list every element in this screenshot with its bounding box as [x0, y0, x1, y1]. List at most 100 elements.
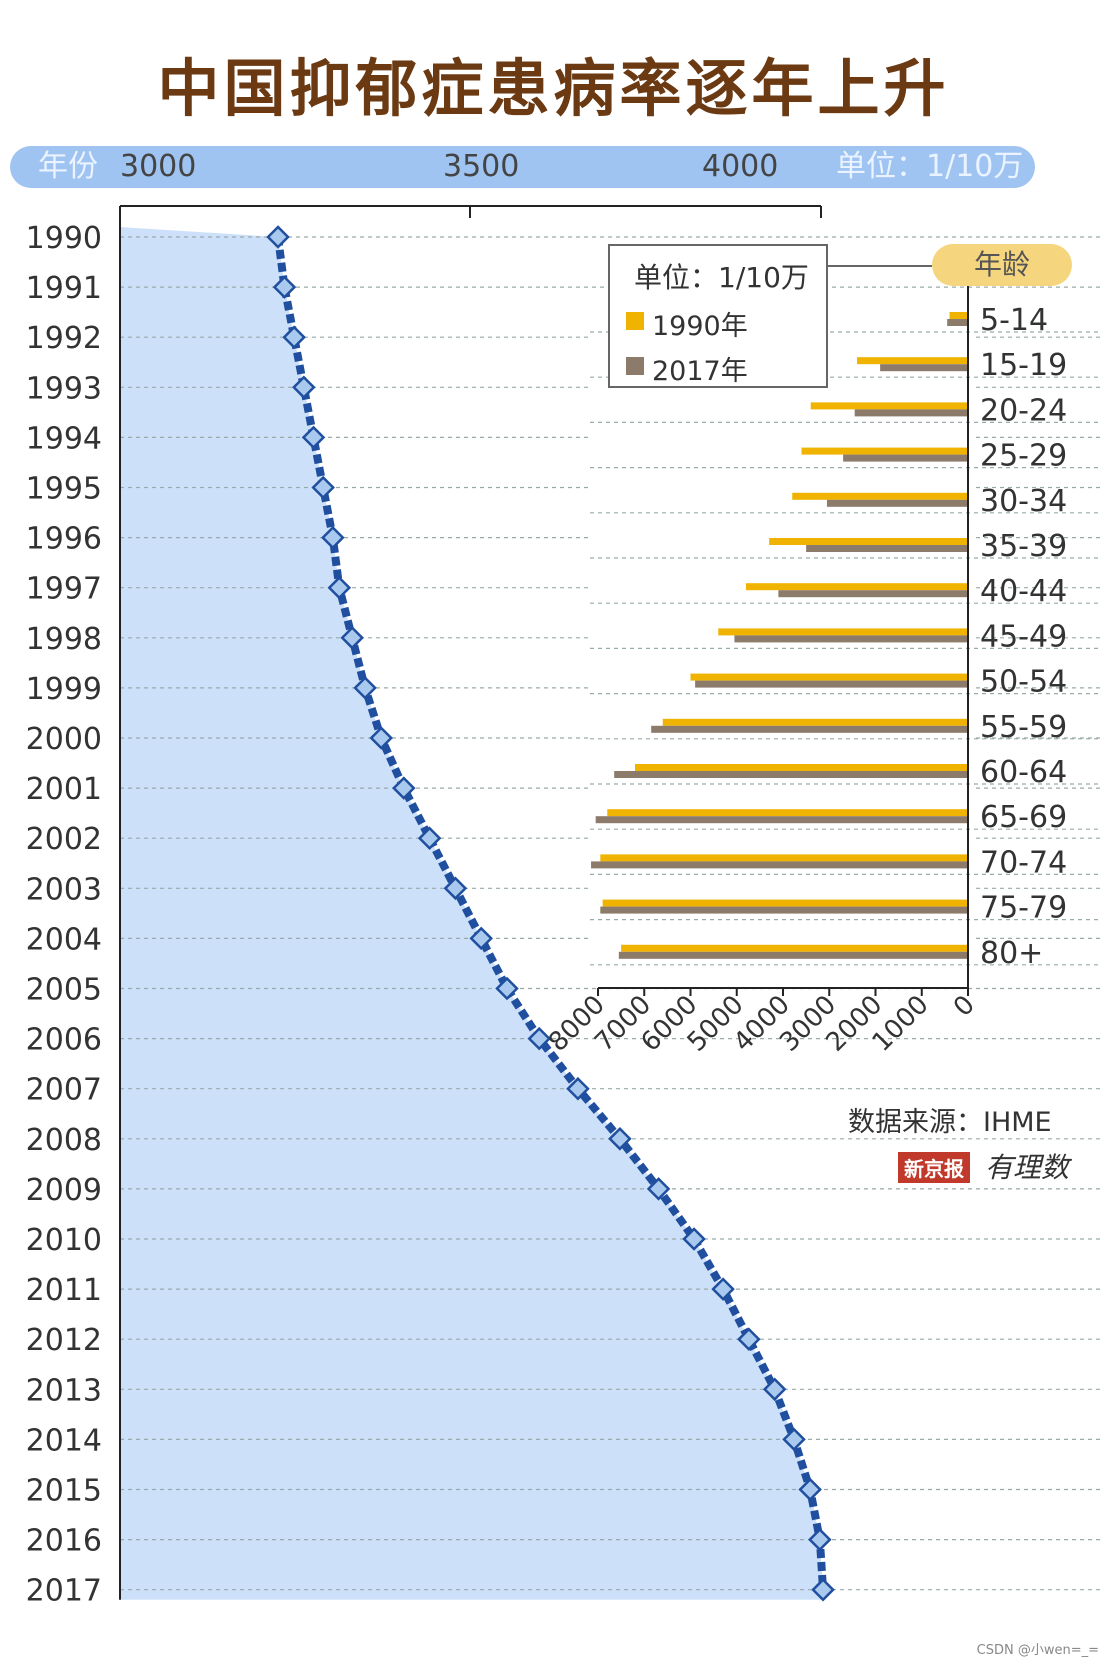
year-tick-label: 1993 [26, 371, 102, 406]
year-tick-label: 2006 [26, 1023, 102, 1058]
data-point [469, 926, 493, 951]
year-tick-label: 2012 [26, 1323, 102, 1358]
data-point [292, 375, 316, 400]
legend-label-1990: 1990年 [652, 311, 748, 342]
series-line [274, 236, 828, 1590]
age-category-label: 60-64 [980, 755, 1067, 790]
bar-2017 [843, 454, 968, 462]
bar-1990 [801, 447, 968, 455]
data-point [272, 275, 297, 299]
legend-title: 单位：1/10万 [634, 261, 809, 294]
data-point [808, 1527, 832, 1552]
legend-item-1990: 1990年 [626, 304, 748, 343]
top-axis-tick: 4000 [702, 149, 779, 184]
age-category-label: 15-19 [980, 348, 1067, 383]
age-category-label: 70-74 [980, 845, 1067, 880]
year-tick-label: 1995 [26, 472, 102, 507]
bar-1990 [718, 628, 968, 636]
legend-item-2017: 2017年 [626, 349, 748, 388]
age-category-label: 65-69 [980, 800, 1067, 835]
bar-2017 [595, 816, 968, 824]
data-point [266, 225, 290, 249]
bar-1990 [690, 673, 968, 681]
age-category-label: 40-44 [980, 574, 1067, 609]
bar-1990 [949, 312, 968, 319]
bar-1990 [635, 764, 968, 771]
year-axis-label: 年份 [38, 149, 98, 184]
top-axis-tick: 3500 [443, 149, 520, 184]
year-tick-label: 2010 [26, 1223, 102, 1258]
data-point [392, 776, 416, 800]
bar-2017 [614, 771, 968, 778]
year-tick-label: 2017 [26, 1574, 102, 1609]
age-category-label: 50-54 [980, 665, 1067, 700]
brand-logo-script: 有理数 [985, 1151, 1070, 1184]
year-tick-label: 1997 [26, 572, 102, 607]
data-point [340, 626, 364, 650]
year-tick-label: 2009 [26, 1173, 102, 1208]
age-category-label: 45-49 [980, 619, 1067, 654]
bar-2017 [618, 951, 968, 959]
age-category-label: 30-34 [980, 484, 1067, 519]
bar-2017 [826, 499, 968, 507]
age-category-label: 5-14 [980, 303, 1048, 338]
legend: 单位：1/10万 1990年 2017年 [608, 244, 828, 388]
inset-tick-label: 0 [948, 990, 981, 1023]
data-point [737, 1327, 761, 1351]
year-tick-label: 2008 [26, 1123, 102, 1158]
data-point [495, 976, 519, 1001]
data-point [321, 525, 345, 550]
legend-swatch-2017 [626, 357, 644, 375]
age-category-label: 55-59 [980, 710, 1067, 745]
x-axis-band [10, 146, 1035, 188]
year-tick-label: 2005 [26, 973, 102, 1008]
year-tick-label: 1994 [26, 421, 102, 456]
bar-2017 [947, 319, 968, 326]
year-tick-label: 2002 [26, 822, 102, 857]
data-point [608, 1127, 632, 1151]
data-point [311, 475, 335, 500]
bar-2017 [854, 409, 968, 417]
year-tick-label: 1998 [26, 622, 102, 657]
bar-2017 [778, 590, 968, 598]
page-title: 中国抑郁症患病率逐年上升 [157, 52, 950, 125]
bar-1990 [857, 357, 968, 365]
bar-2017 [734, 635, 968, 643]
year-tick-label: 2004 [26, 922, 102, 957]
data-point [353, 676, 377, 700]
year-tick-label: 2015 [26, 1474, 102, 1509]
data-point [527, 1026, 552, 1051]
year-tick-label: 2013 [26, 1373, 102, 1408]
year-tick-label: 1996 [26, 522, 102, 557]
data-point [782, 1427, 806, 1452]
top-axis-tick: 3000 [120, 149, 197, 184]
data-point [762, 1377, 787, 1402]
age-category-label: 80+ [980, 936, 1043, 971]
data-point [417, 826, 442, 850]
data-point [566, 1076, 590, 1101]
data-point [711, 1277, 735, 1301]
data-point [682, 1227, 706, 1251]
year-tick-label: 2000 [26, 722, 102, 757]
year-tick-label: 2014 [26, 1423, 102, 1458]
legend-label-2017: 2017年 [652, 356, 748, 387]
bar-1990 [769, 538, 968, 545]
bar-1990 [746, 583, 968, 591]
data-point [443, 876, 468, 901]
data-point [646, 1177, 671, 1201]
data-point [301, 425, 326, 450]
data-point [327, 575, 352, 600]
data-point [798, 1477, 822, 1502]
year-tick-label: 2011 [26, 1273, 102, 1308]
year-tick-label: 2001 [26, 772, 102, 807]
bar-2017 [600, 906, 968, 914]
bar-1990 [792, 492, 968, 500]
year-tick-label: 1991 [26, 271, 102, 306]
year-tick-label: 1990 [26, 221, 102, 256]
age-category-label: 25-29 [980, 439, 1067, 474]
bar-1990 [621, 944, 968, 952]
bar-2017 [591, 861, 968, 869]
watermark: CSDN @小wen=_= [976, 1643, 1099, 1658]
